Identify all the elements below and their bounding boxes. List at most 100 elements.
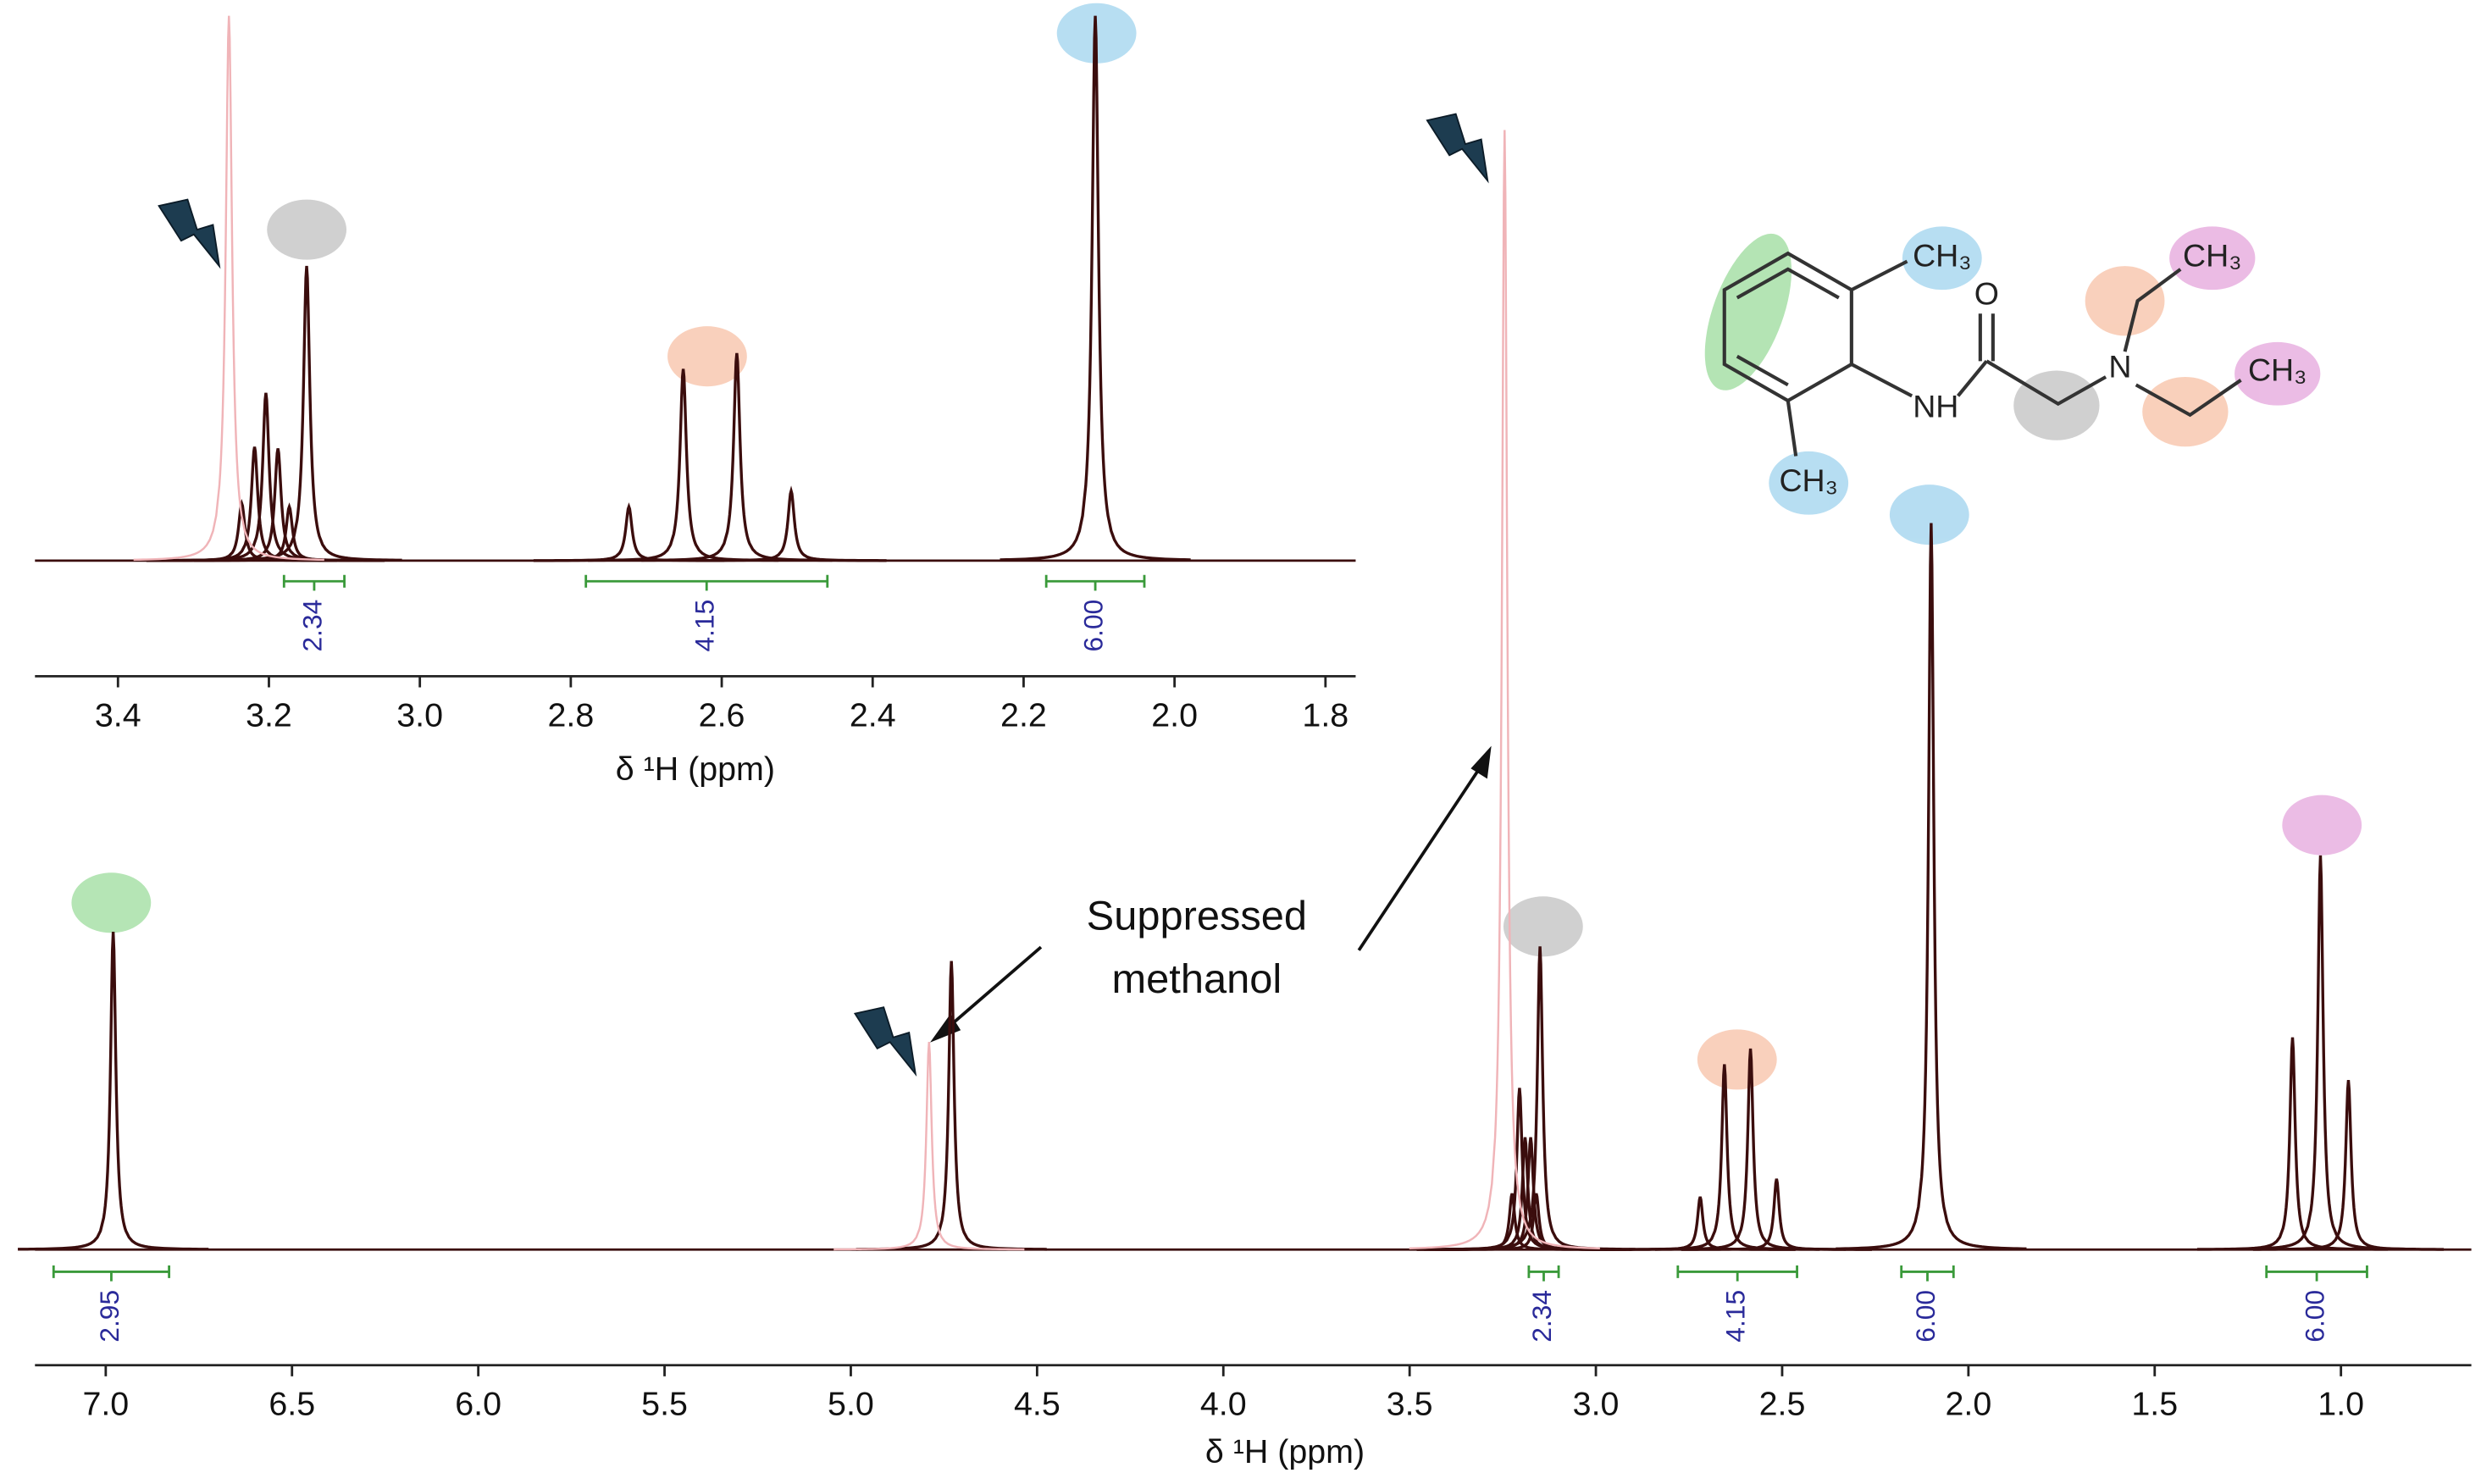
peak: [1629, 1064, 1820, 1251]
atom-label: N: [2108, 349, 2131, 385]
peak: [133, 15, 324, 562]
annotation: Suppressed: [1087, 893, 1307, 939]
atom-label: NH: [1913, 388, 1958, 424]
atom-label: CH₃: [2183, 238, 2241, 274]
x-tick-label: 2.4: [850, 696, 896, 734]
x-tick-label: 4.0: [1200, 1386, 1247, 1423]
peak: [1409, 130, 1600, 1250]
x-tick-label: 2.2: [1000, 696, 1047, 734]
peak: [2252, 1079, 2445, 1251]
bolt: [853, 1006, 917, 1077]
highlight: [2169, 226, 2256, 291]
x-tick-label: 2.8: [547, 696, 594, 734]
integral-bracket: [2265, 1265, 2368, 1282]
peak: [695, 485, 887, 562]
peak: [170, 392, 362, 562]
x-tick-label: 3.0: [396, 696, 443, 734]
x-tick-label: 7.0: [82, 1386, 129, 1423]
bond: [1985, 359, 2107, 407]
integral-bracket: [584, 574, 829, 591]
bond: [1786, 400, 1798, 457]
x-tick-label: 2.5: [1759, 1386, 1806, 1423]
ring-bond: [1736, 267, 1840, 300]
peak: [1444, 946, 1636, 1251]
peak: [588, 368, 779, 562]
bolt: [158, 198, 221, 269]
highlight: [2282, 795, 2362, 856]
peak: [18, 932, 209, 1251]
highlight: [667, 326, 747, 387]
highlight: [1503, 896, 1583, 957]
x-tick-label: 5.0: [828, 1386, 874, 1423]
peak: [1000, 15, 1191, 562]
arrowhead: [1470, 745, 1492, 779]
integral-label: 6.00: [2299, 1290, 2329, 1343]
atom-label: CH₃: [1779, 462, 1837, 498]
x-tick-label: 1.5: [2131, 1386, 2178, 1423]
peak: [1681, 1178, 1872, 1251]
atom-label: CH₃: [2248, 352, 2306, 387]
bond: [2123, 268, 2182, 352]
x-tick-label: 3.2: [246, 696, 292, 734]
integral-label: 4.15: [1720, 1290, 1751, 1343]
integral-bracket: [1044, 574, 1146, 591]
x-tick-label: 2.0: [1945, 1386, 1991, 1423]
x-tick-label: 2.6: [699, 696, 745, 734]
x-tick-label: 5.5: [641, 1386, 688, 1423]
peak: [641, 352, 833, 562]
peak: [533, 502, 725, 562]
integral-bracket: [282, 574, 346, 591]
annotation: methanol: [1112, 956, 1282, 1002]
peak: [2224, 855, 2417, 1251]
atom-label: CH₃: [1913, 238, 1971, 274]
x-tick-label: 1.8: [1302, 696, 1348, 734]
highlight: [2234, 341, 2321, 406]
highlight: [1769, 451, 1849, 515]
integral-label: 2.95: [94, 1290, 125, 1343]
bond: [1956, 360, 1988, 397]
highlight: [267, 199, 347, 260]
arrow: [1357, 762, 1485, 951]
x-tick-label: 3.0: [1573, 1386, 1620, 1423]
highlight: [1704, 233, 1792, 390]
peak: [1655, 1048, 1847, 1251]
x-axis-label: δ ¹H (ppm): [1205, 1433, 1365, 1470]
molecule: [1722, 251, 2242, 457]
integral-label: 6.00: [1910, 1290, 1941, 1343]
peak: [193, 502, 385, 562]
x-axis-label: δ ¹H (ppm): [616, 750, 775, 788]
peak: [1836, 523, 2027, 1250]
x-tick-label: 1.0: [2318, 1386, 2364, 1423]
x-tick-label: 2.0: [1151, 696, 1198, 734]
highlight: [1889, 485, 1969, 545]
bolts: [158, 113, 1489, 1077]
integral-bracket: [1900, 1265, 1955, 1282]
atom-label: O: [1974, 276, 1999, 312]
integral-label: 4.15: [689, 600, 720, 652]
x-tick-label: 6.0: [455, 1386, 501, 1423]
highlight: [2013, 370, 2100, 440]
integral-label: 6.00: [1077, 600, 1108, 652]
bolt: [1426, 113, 1489, 184]
highlight: [71, 872, 152, 933]
highlight: [1697, 1029, 1777, 1090]
peak: [211, 265, 402, 562]
integral-label: 2.34: [296, 600, 327, 652]
ring-bond: [1736, 354, 1789, 387]
bond: [1850, 363, 1913, 398]
integral-bracket: [1527, 1265, 1560, 1282]
peak: [2196, 1037, 2389, 1251]
integral-bracket: [52, 1265, 171, 1282]
bond: [2135, 379, 2242, 418]
integral-label: 2.34: [1526, 1290, 1557, 1343]
x-tick-label: 3.4: [95, 696, 141, 734]
integral-bracket: [1676, 1265, 1798, 1282]
highlight: [2085, 266, 2165, 336]
peak: [833, 1041, 1025, 1251]
peak: [856, 961, 1047, 1251]
x-tick-label: 4.5: [1014, 1386, 1060, 1423]
bond: [1850, 259, 1908, 292]
x-tick-label: 6.5: [269, 1386, 315, 1423]
arrow: [944, 945, 1043, 1031]
